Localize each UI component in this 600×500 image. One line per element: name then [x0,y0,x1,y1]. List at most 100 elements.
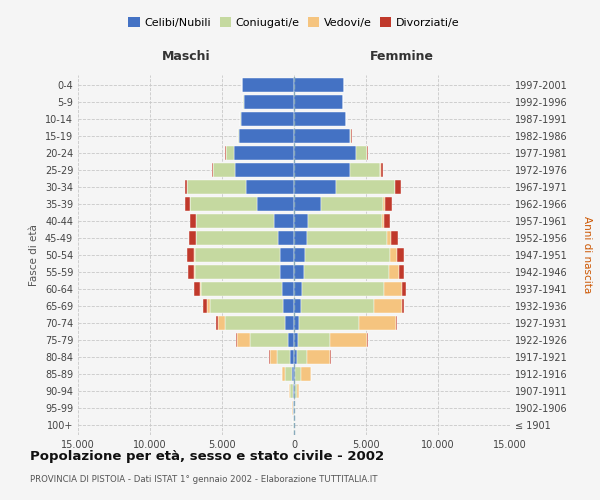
Bar [304,265,389,279]
Bar [241,112,294,126]
Bar [283,367,285,381]
Bar [269,350,277,364]
Bar [196,214,274,228]
Bar [294,129,350,143]
Bar [236,333,237,347]
Bar [384,214,389,228]
Bar [294,333,298,347]
Bar [385,282,402,296]
Bar [187,248,194,262]
Bar [356,146,367,160]
Bar [294,265,304,279]
Bar [350,129,352,143]
Bar [185,180,187,194]
Bar [290,350,294,364]
Bar [239,129,294,143]
Bar [282,282,294,296]
Text: Femmine: Femmine [370,50,434,62]
Bar [367,333,368,347]
Bar [294,384,295,398]
Bar [292,367,294,381]
Bar [295,367,301,381]
Y-axis label: Fasce di età: Fasce di età [29,224,39,286]
Bar [237,333,250,347]
Bar [196,231,278,245]
Bar [212,163,214,177]
Bar [402,282,406,296]
Bar [201,282,282,296]
Bar [226,146,233,160]
Bar [390,248,397,262]
Bar [203,299,207,313]
Bar [247,180,294,194]
Bar [301,299,374,313]
Bar [285,367,292,381]
Bar [218,316,225,330]
Bar [250,333,287,347]
Text: PROVINCIA DI PISTOIA - Dati ISTAT 1° gennaio 2002 - Elaborazione TUTTITALIA.IT: PROVINCIA DI PISTOIA - Dati ISTAT 1° gen… [30,475,377,484]
Bar [396,316,397,330]
Bar [225,316,286,330]
Bar [200,282,201,296]
Bar [388,231,391,245]
Bar [330,333,367,347]
Text: Popolazione per età, sesso e stato civile - 2002: Popolazione per età, sesso e stato civil… [30,450,384,463]
Bar [238,129,239,143]
Bar [188,265,194,279]
Bar [194,265,196,279]
Bar [233,146,294,160]
Bar [294,163,350,177]
Bar [280,248,294,262]
Bar [301,367,311,381]
Bar [287,333,294,347]
Bar [294,350,296,364]
Bar [350,163,380,177]
Bar [294,282,302,296]
Bar [274,214,294,228]
Bar [294,367,295,381]
Bar [299,316,359,330]
Bar [286,316,294,330]
Bar [296,384,299,398]
Bar [359,316,396,330]
Bar [322,197,383,211]
Bar [395,180,401,194]
Bar [185,197,190,211]
Text: Maschi: Maschi [161,50,211,62]
Bar [280,265,294,279]
Bar [294,146,356,160]
Bar [367,146,368,160]
Bar [187,180,247,194]
Bar [382,214,384,228]
Bar [402,299,404,313]
Bar [305,248,390,262]
Bar [391,231,398,245]
Bar [294,299,301,313]
Bar [190,214,196,228]
Bar [294,316,299,330]
Bar [295,384,296,398]
Bar [397,248,404,262]
Bar [307,350,331,364]
Bar [294,248,305,262]
Bar [278,231,294,245]
Bar [294,78,344,92]
Bar [385,197,392,211]
Bar [399,265,404,279]
Bar [190,197,257,211]
Bar [294,231,307,245]
Bar [293,384,294,398]
Bar [374,299,402,313]
Bar [298,333,330,347]
Bar [283,299,294,313]
Bar [294,197,322,211]
Bar [196,265,280,279]
Bar [242,78,294,92]
Bar [194,282,200,296]
Bar [383,197,385,211]
Y-axis label: Anni di nascita: Anni di nascita [581,216,592,294]
Bar [194,248,280,262]
Bar [294,95,343,109]
Legend: Celibi/Nubili, Coniugati/e, Vedovi/e, Divorziati/e: Celibi/Nubili, Coniugati/e, Vedovi/e, Di… [124,13,464,32]
Bar [214,163,235,177]
